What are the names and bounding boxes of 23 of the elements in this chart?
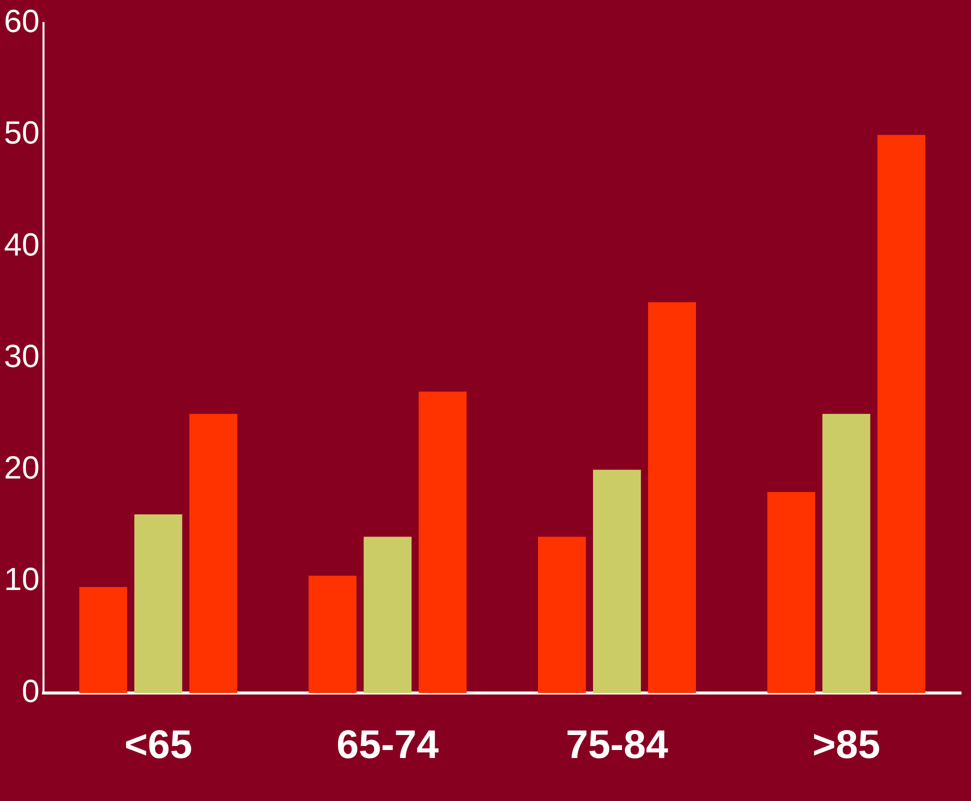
bar (767, 492, 816, 693)
bar (79, 586, 128, 693)
bar (308, 576, 357, 693)
y-tick-label: 30 (4, 338, 40, 374)
bar (593, 470, 641, 693)
y-tick-label: 0 (22, 672, 40, 709)
bar (822, 414, 870, 693)
bar (648, 302, 696, 693)
y-tick-label: 20 (4, 450, 40, 486)
x-tick-label: <65 (124, 723, 192, 768)
bar (134, 514, 182, 693)
y-tick-label: 10 (4, 561, 40, 598)
bar (877, 134, 926, 693)
bar (418, 392, 467, 693)
bar (364, 536, 412, 693)
y-tick-label: 40 (4, 226, 40, 262)
y-tick-label: 50 (4, 114, 40, 151)
bar (189, 414, 238, 693)
x-tick-label: 65-74 (336, 723, 440, 768)
x-tick-label: >85 (812, 723, 880, 768)
y-tick-label: 60 (4, 3, 40, 40)
x-tick-label: 75-84 (566, 723, 669, 768)
bar (538, 536, 586, 693)
